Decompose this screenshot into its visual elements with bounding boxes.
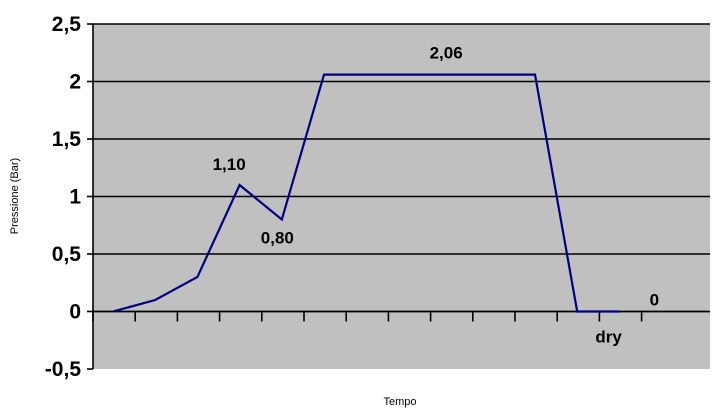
y-tick-label: 0: [69, 301, 81, 324]
data-label: 0: [650, 291, 659, 310]
data-label: dry: [595, 328, 622, 347]
y-tick-label: 2,5: [52, 13, 82, 36]
y-axis: -0,5 0 0,5 1 1,5 2 2,5: [45, 13, 94, 381]
y-axis-title: Pressione (Bar): [9, 158, 21, 234]
data-label: 2,06: [430, 44, 463, 63]
annotation-layer: 1,10 0,80 2,06 dry 0: [213, 44, 659, 347]
series-line: [112, 73, 620, 313]
data-label: 0,80: [261, 229, 294, 248]
y-tick-label: -0,5: [45, 358, 82, 381]
y-tick-label: 0,5: [52, 243, 82, 266]
y-tick-label: 2: [69, 71, 81, 94]
data-label: 1,10: [213, 155, 246, 174]
x-axis-title: Tempo: [383, 396, 416, 408]
y-tick-label: 1: [69, 186, 81, 209]
series-layer: [112, 73, 620, 313]
y-tick-label: 1,5: [52, 128, 82, 151]
